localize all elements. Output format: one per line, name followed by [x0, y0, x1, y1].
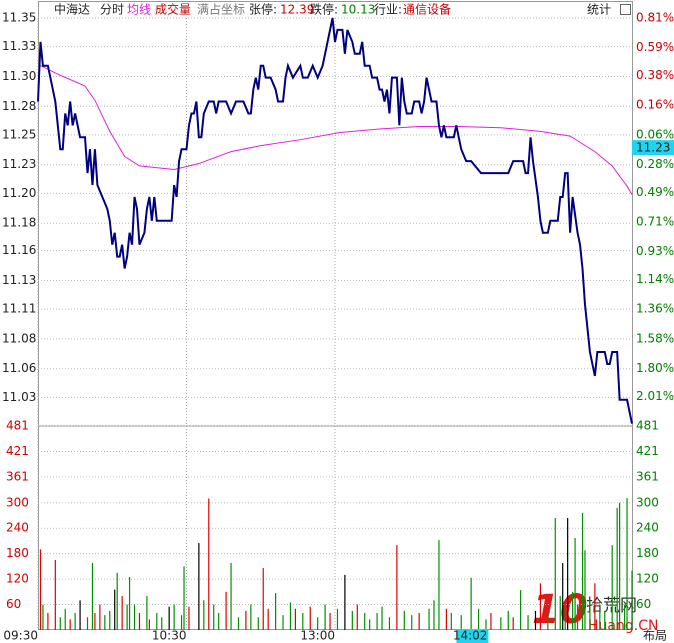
y2-tick-label: 1.36% — [636, 302, 674, 316]
volume-tick-label: 481 — [636, 419, 659, 433]
y-tick-label: 11.06 — [2, 361, 36, 375]
x-tick-label: 10:30 — [152, 629, 187, 643]
y2-tick-label: 0.38% — [636, 68, 674, 82]
volume-tick-label: 120 — [6, 572, 29, 586]
cursor-price-box — [632, 140, 674, 156]
volume-tick-label: 481 — [6, 419, 29, 433]
toggle-icon[interactable] — [620, 4, 631, 15]
x-tick-label: 13:00 — [300, 629, 335, 643]
limit-up: 12.39 — [280, 3, 314, 17]
volume-tick-label: 421 — [636, 444, 659, 458]
x-tick-label: 09:30 — [3, 629, 38, 643]
volume-tick-label: 60 — [636, 597, 651, 611]
y2-tick-label: 0.81% — [636, 11, 674, 25]
y2-tick-label: 0.93% — [636, 244, 674, 258]
volume-tick-label: 361 — [636, 469, 659, 483]
y2-tick-label: 0.49% — [636, 185, 674, 199]
price-line — [37, 17, 633, 424]
volume-tick-label: 300 — [6, 495, 29, 509]
stock-name: 中海达 — [54, 2, 90, 17]
y-tick-label: 11.13 — [2, 273, 36, 287]
volume-tick-label: 240 — [6, 521, 29, 535]
y2-tick-label: 0.28% — [636, 157, 674, 171]
y-tick-label: 11.16 — [2, 243, 36, 257]
mode-avg[interactable]: 均线 — [127, 3, 151, 17]
y-tick-label: 11.08 — [2, 331, 36, 345]
cursor-time: 14:02 — [453, 629, 488, 643]
y2-tick-label: 0.06% — [636, 127, 674, 141]
y-tick-label: 11.03 — [2, 390, 36, 404]
industry[interactable]: 通信设备 — [403, 3, 451, 17]
y-tick-label: 11.28 — [2, 99, 36, 113]
coords-mode[interactable]: 满占坐标 — [197, 2, 245, 17]
volume-tick-label: 120 — [636, 572, 659, 586]
y-tick-label: 11.35 — [2, 11, 36, 25]
mode-volume[interactable]: 成交量 — [155, 2, 191, 17]
stats-button[interactable]: 统计 — [587, 3, 611, 17]
watermark-brand: 拾荒网 — [586, 596, 637, 616]
y-tick-label: 11.20 — [2, 186, 36, 200]
volume-tick-label: 60 — [6, 597, 21, 611]
limit-down: 10.13 — [341, 3, 375, 17]
y-tick-label: 11.18 — [2, 216, 36, 230]
volume-tick-label: 421 — [6, 444, 29, 458]
watermark-site: Huang.CN — [588, 618, 658, 634]
limit-down-label: 跌停: — [310, 2, 338, 17]
price-line — [40, 65, 633, 195]
cursor-price: 11.23 — [636, 141, 670, 155]
y2-tick-label: 1.80% — [636, 361, 674, 375]
industry-label: 行业: — [374, 3, 402, 17]
y-tick-label: 11.30 — [2, 69, 36, 83]
mode-intraday[interactable]: 分时 — [100, 3, 124, 17]
layout-button[interactable]: 布局 — [643, 629, 667, 643]
volume-tick-label: 361 — [6, 469, 29, 483]
y2-tick-label: 0.16% — [636, 98, 674, 112]
limit-up-label: 张停: — [249, 2, 277, 17]
y-tick-label: 11.33 — [2, 39, 36, 53]
cursor-time-box — [456, 629, 489, 643]
y2-tick-label: 2.01% — [636, 389, 674, 403]
y2-tick-label: 1.14% — [636, 272, 674, 286]
volume-tick-label: 180 — [636, 546, 659, 560]
y-tick-label: 11.23 — [2, 157, 36, 171]
y2-tick-label: 0.59% — [636, 40, 674, 54]
volume-tick-label: 240 — [636, 521, 659, 535]
y-tick-label: 11.11 — [2, 302, 36, 316]
volume-tick-label: 300 — [636, 495, 659, 509]
volume-tick-label: 180 — [6, 546, 29, 560]
y2-tick-label: 0.71% — [636, 215, 674, 229]
y-tick-label: 11.25 — [2, 127, 36, 141]
y2-tick-label: 1.58% — [636, 331, 674, 345]
